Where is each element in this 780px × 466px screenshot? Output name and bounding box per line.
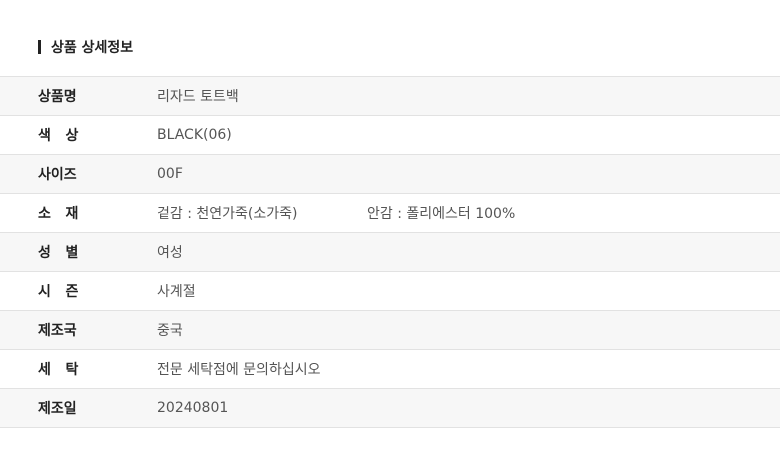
title-bar-marker [38, 40, 41, 54]
row-value: 리자드 토트백 [157, 89, 239, 105]
section-title-text: 상품 상세정보 [51, 40, 134, 56]
row-value: 겉감 : 천연가죽(소가죽) 안감 : 폴리에스터 100% [157, 203, 515, 223]
row-label: 사이즈 [38, 167, 77, 183]
lining-material: 안감 : 폴리에스터 100% [367, 206, 516, 222]
table-row-product-name: 상품명 리자드 토트백 [0, 77, 780, 116]
row-label: 세 탁 [38, 362, 79, 378]
row-label: 제조일 [38, 401, 77, 417]
table-row-washing: 세 탁 전문 세탁점에 문의하십시오 [0, 350, 780, 389]
row-value: 전문 세탁점에 문의하십시오 [157, 362, 321, 378]
outer-material: 겉감 : 천연가죽(소가죽) [157, 206, 298, 222]
table-row-manufacture-date: 제조일 20240801 [0, 389, 780, 428]
table-row-country: 제조국 중국 [0, 311, 780, 350]
section-title: 상품 상세정보 [38, 37, 133, 57]
table-row-material: 소 재 겉감 : 천연가죽(소가죽) 안감 : 폴리에스터 100% [0, 194, 780, 233]
row-label: 소 재 [38, 206, 79, 222]
table-row-color: 색 상 BLACK(06) [0, 116, 780, 155]
row-label: 성 별 [38, 245, 79, 261]
row-label: 시 즌 [38, 284, 79, 300]
row-label: 제조국 [38, 323, 77, 339]
row-label: 색 상 [38, 128, 79, 144]
product-info-table: 상품명 리자드 토트백 색 상 BLACK(06) 사이즈 00F 소 재 겉감… [0, 76, 780, 428]
row-value: 여성 [157, 245, 183, 261]
table-row-season: 시 즌 사계절 [0, 272, 780, 311]
row-value: 사계절 [157, 284, 196, 300]
table-row-size: 사이즈 00F [0, 155, 780, 194]
row-value: BLACK(06) [157, 127, 232, 143]
row-value: 중국 [157, 323, 183, 339]
row-value: 20240801 [157, 400, 229, 416]
row-value: 00F [157, 166, 183, 182]
row-label: 상품명 [38, 89, 77, 105]
table-row-gender: 성 별 여성 [0, 233, 780, 272]
